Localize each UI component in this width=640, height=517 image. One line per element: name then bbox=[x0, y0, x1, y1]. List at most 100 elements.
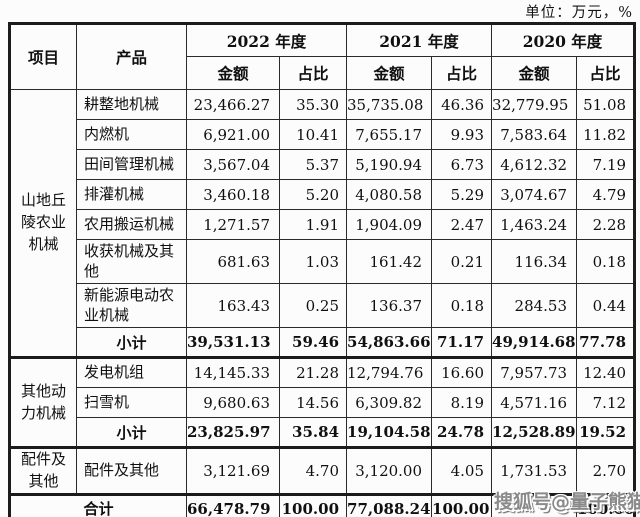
amount-2020-cell: 32,779.95 bbox=[491, 89, 578, 120]
product-cell: 耕整地机械 bbox=[76, 89, 187, 120]
table-row: 扫雪机 9,680.63 14.56 6,309.82 8.19 4,571.1… bbox=[10, 387, 636, 418]
amount-2020-cell: 7,583.64 bbox=[491, 119, 578, 150]
ratio-2022-cell: 4.70 bbox=[278, 447, 348, 496]
amount-2022-cell: 163.43 bbox=[186, 283, 280, 328]
amount-2021-cell: 12,794.76 bbox=[346, 357, 433, 388]
ratio-2022-cell: 14.56 bbox=[278, 387, 348, 418]
ratio-2020-cell: 51.08 bbox=[576, 89, 636, 120]
total-row: 合计 66,478.79 100.00 77,088.24 100.00 100… bbox=[9, 493, 636, 517]
amount-2021-cell: 4,080.58 bbox=[346, 179, 433, 210]
ratio-2022-cell: 35.84 bbox=[278, 417, 348, 449]
ratio-2020-cell: 77.78 bbox=[576, 327, 636, 359]
table-row: 其他动力机械 发电机组 14,145.33 21.28 12,794.76 16… bbox=[9, 357, 636, 449]
ratio-2022-cell: 1.03 bbox=[278, 239, 348, 284]
header-year-2022: 2022 年度 bbox=[185, 23, 348, 57]
header-ratio-2020: 占比 bbox=[576, 56, 636, 90]
amount-2021-cell: 161.42 bbox=[346, 239, 433, 284]
amount-2020-cell: 4,571.16 bbox=[491, 387, 578, 418]
table-row: 配件及其他 配件及其他 3,121.69 4.70 3,120.00 4.05 … bbox=[9, 447, 636, 496]
ratio-2021-cell: 24.78 bbox=[431, 417, 493, 449]
product-cell: 收获机械及其他 bbox=[76, 239, 187, 284]
unit-label: 单位：万元，% bbox=[525, 5, 633, 21]
ratio-2021-cell: 8.19 bbox=[431, 387, 493, 418]
ratio-2022-cell: 0.25 bbox=[278, 283, 348, 328]
ratio-2021-cell: 0.18 bbox=[431, 283, 493, 328]
ratio-2022-cell: 5.37 bbox=[278, 149, 348, 180]
amount-2022-cell: 9,680.63 bbox=[186, 387, 280, 418]
header-amount-2020: 金额 bbox=[491, 56, 578, 90]
product-cell: 内燃机 bbox=[76, 119, 187, 150]
product-cell: 扫雪机 bbox=[76, 387, 187, 418]
amount-2022-cell: 23,825.97 bbox=[186, 417, 280, 449]
amount-2022-cell: 66,478.79 bbox=[186, 493, 280, 517]
ratio-2022-cell: 100.00 bbox=[278, 493, 348, 517]
table-row: 排灌机械 3,460.18 5.20 4,080.58 5.29 3,074.6… bbox=[10, 179, 636, 210]
amount-2021-cell: 136.37 bbox=[346, 283, 433, 328]
ratio-2020-cell: 2.70 bbox=[576, 447, 636, 496]
ratio-2022-cell: 1.91 bbox=[278, 209, 348, 240]
amount-2022-cell: 3,460.18 bbox=[186, 179, 280, 210]
subtotal-row: 小计 23,825.97 35.84 19,104.58 24.78 12,52… bbox=[10, 417, 636, 449]
product-cell: 配件及其他 bbox=[76, 447, 187, 496]
header-ratio-2021: 占比 bbox=[431, 56, 493, 90]
amount-2021-cell: 1,904.09 bbox=[346, 209, 433, 240]
ratio-2020-cell: 100.00 bbox=[576, 493, 636, 517]
amount-2021-cell: 19,104.58 bbox=[346, 417, 433, 449]
ratio-2021-cell: 16.60 bbox=[431, 357, 493, 388]
ratio-2020-cell: 7.12 bbox=[576, 387, 636, 418]
amount-2022-cell: 14,145.33 bbox=[186, 357, 280, 388]
header-amount-2022: 金额 bbox=[186, 56, 280, 90]
product-cell: 排灌机械 bbox=[76, 179, 187, 210]
ratio-2020-cell: 2.28 bbox=[576, 209, 636, 240]
ratio-2020-cell: 12.40 bbox=[576, 357, 636, 388]
ratio-2021-cell: 6.73 bbox=[431, 149, 493, 180]
amount-2022-cell: 3,567.04 bbox=[186, 149, 280, 180]
amount-2021-cell: 5,190.94 bbox=[346, 149, 433, 180]
amount-2020-cell: 116.34 bbox=[491, 239, 578, 284]
ratio-2021-cell: 0.21 bbox=[431, 239, 493, 284]
table-row: 收获机械及其他 681.63 1.03 161.42 0.21 116.34 0… bbox=[10, 239, 636, 284]
amount-2021-cell: 3,120.00 bbox=[346, 447, 433, 496]
group-label-other-power-machinery: 其他动力机械 bbox=[9, 357, 77, 449]
amount-2020-cell: 1,731.53 bbox=[491, 447, 578, 496]
ratio-2022-cell: 21.28 bbox=[278, 357, 348, 388]
ratio-2020-cell: 4.79 bbox=[576, 179, 636, 210]
ratio-2021-cell: 9.93 bbox=[431, 119, 493, 150]
table-row: 新能源电动农业机械 163.43 0.25 136.37 0.18 284.53… bbox=[10, 283, 636, 328]
header-year-2020: 2020 年度 bbox=[491, 23, 636, 57]
ratio-2021-cell: 100.00 bbox=[431, 493, 493, 517]
table-row: 山地丘陵农业机械 耕整地机械 23,466.27 35.30 35,735.08… bbox=[9, 89, 636, 359]
amount-2022-cell: 3,121.69 bbox=[186, 447, 280, 496]
amount-2021-cell: 35,735.08 bbox=[346, 89, 433, 120]
amount-2020-cell: 1,463.24 bbox=[491, 209, 578, 240]
amount-2020-cell: 49,914.68 bbox=[491, 327, 578, 359]
ratio-2020-cell: 0.44 bbox=[576, 283, 636, 328]
product-cell: 发电机组 bbox=[76, 357, 187, 388]
product-cell: 农用搬运机械 bbox=[76, 209, 187, 240]
ratio-2022-cell: 59.46 bbox=[278, 327, 348, 359]
table-row: 田间管理机械 3,567.04 5.37 5,190.94 6.73 4,612… bbox=[10, 149, 636, 180]
amount-2020-cell: 12,528.89 bbox=[491, 417, 578, 449]
amount-2021-cell: 54,863.66 bbox=[346, 327, 433, 359]
amount-2020-cell: 284.53 bbox=[491, 283, 578, 328]
header-ratio-2022: 占比 bbox=[278, 56, 348, 90]
subtotal-label: 小计 bbox=[76, 327, 187, 359]
header-amount-2021: 金额 bbox=[346, 56, 433, 90]
header-item: 项目 bbox=[9, 23, 77, 90]
amount-2020-cell: 4,612.32 bbox=[491, 149, 578, 180]
revenue-breakdown-table: 项目 产品 2022 年度 2021 年度 2020 年度 金额 占比 金额 占… bbox=[8, 22, 637, 517]
ratio-2021-cell: 2.47 bbox=[431, 209, 493, 240]
subtotal-label: 小计 bbox=[76, 417, 187, 449]
ratio-2020-cell: 7.19 bbox=[576, 149, 636, 180]
ratio-2021-cell: 5.29 bbox=[431, 179, 493, 210]
amount-2020-cell: 7,957.73 bbox=[491, 357, 578, 388]
ratio-2022-cell: 10.41 bbox=[278, 119, 348, 150]
total-label: 合计 bbox=[9, 493, 187, 517]
amount-2022-cell: 23,466.27 bbox=[186, 89, 280, 120]
sohu-watermark: 搜狐号@量子熊猫 bbox=[494, 491, 640, 513]
ratio-2020-cell: 19.52 bbox=[576, 417, 636, 449]
subtotal-row: 小计 39,531.13 59.46 54,863.66 71.17 49,91… bbox=[10, 327, 636, 359]
amount-2021-cell: 6,309.82 bbox=[346, 387, 433, 418]
amount-2022-cell: 681.63 bbox=[186, 239, 280, 284]
